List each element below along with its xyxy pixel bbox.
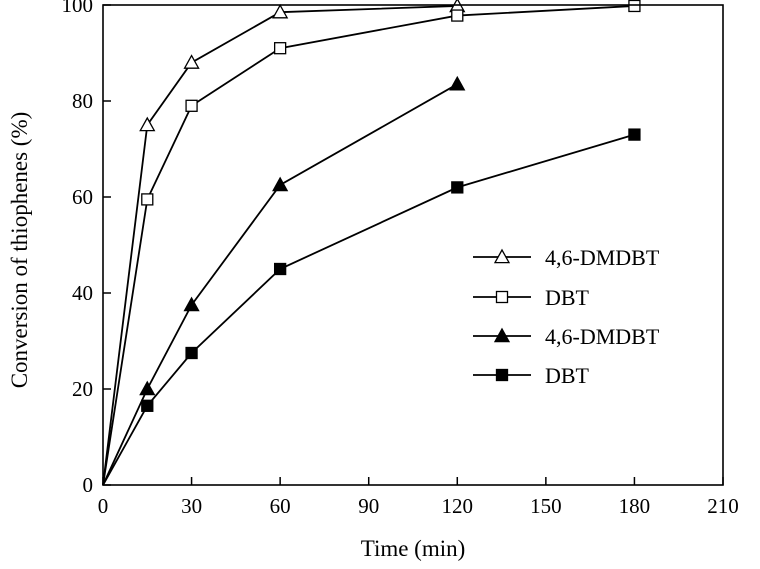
legend-marker-2 xyxy=(493,327,511,343)
series-1-point-5 xyxy=(628,0,641,13)
x-tick-label-90: 90 xyxy=(358,494,379,518)
x-tick-label-180: 180 xyxy=(619,494,651,518)
series-3-point-5 xyxy=(628,128,641,141)
series-2-point-2 xyxy=(183,296,200,312)
series-2-point-4 xyxy=(449,75,466,91)
y-tick-label-80: 80 xyxy=(72,89,93,113)
series-3-line xyxy=(102,133,635,486)
x-tick-label-210: 210 xyxy=(707,494,739,518)
x-axis-title: Time (min) xyxy=(361,536,466,561)
series-2-line xyxy=(102,83,458,486)
series-1-line xyxy=(102,5,635,486)
series-3-point-2 xyxy=(185,346,198,360)
legend-marker-0 xyxy=(493,248,511,264)
series-0-line xyxy=(102,5,458,486)
series-layer xyxy=(102,0,641,486)
series-2-point-1 xyxy=(139,380,156,396)
x-tick-label-30: 30 xyxy=(181,494,202,518)
x-tick-label-120: 120 xyxy=(442,494,474,518)
legend-label-3: DBT xyxy=(545,363,590,388)
y-tick-label-60: 60 xyxy=(72,185,93,209)
x-tick-label-60: 60 xyxy=(270,494,291,518)
legend-marker-3 xyxy=(495,368,509,382)
series-0-point-1 xyxy=(139,116,156,132)
series-0-point-2 xyxy=(183,54,200,69)
legend-marker-1 xyxy=(495,290,509,304)
legend-label-0: 4,6-DMDBT xyxy=(545,245,660,270)
y-tick-label-20: 20 xyxy=(72,377,93,401)
series-1 xyxy=(102,0,641,486)
series-1-point-2 xyxy=(185,99,198,112)
series-1-point-1 xyxy=(141,193,154,206)
y-axis-ticks: 0 20 40 60 80 100 xyxy=(62,0,111,497)
x-tick-label-0: 0 xyxy=(98,494,109,518)
legend-label-2: 4,6-DMDBT xyxy=(545,324,660,349)
y-tick-label-40: 40 xyxy=(72,281,93,305)
series-3-point-4 xyxy=(451,181,464,194)
series-2-point-3 xyxy=(272,176,289,192)
x-axis-ticks: 0 30 60 90 120 150 180 210 xyxy=(98,477,739,518)
series-2 xyxy=(102,75,466,486)
series-3-point-1 xyxy=(141,399,154,412)
series-3-point-3 xyxy=(273,262,287,276)
series-3 xyxy=(102,128,641,486)
x-tick-label-150: 150 xyxy=(530,494,562,518)
y-axis-title: Conversion of thiophenes (%) xyxy=(7,112,32,389)
series-0-point-3 xyxy=(272,3,289,19)
y-tick-label-0: 0 xyxy=(83,473,94,497)
legend: 4,6-DMDBT DBT 4,6-DMDBT DBT xyxy=(473,245,660,388)
series-0 xyxy=(102,0,466,486)
series-1-point-3 xyxy=(273,42,287,55)
legend-label-1: DBT xyxy=(545,285,590,310)
y-tick-label-100: 100 xyxy=(62,0,94,17)
plot-frame xyxy=(102,4,724,486)
series-1-point-4 xyxy=(451,9,464,22)
